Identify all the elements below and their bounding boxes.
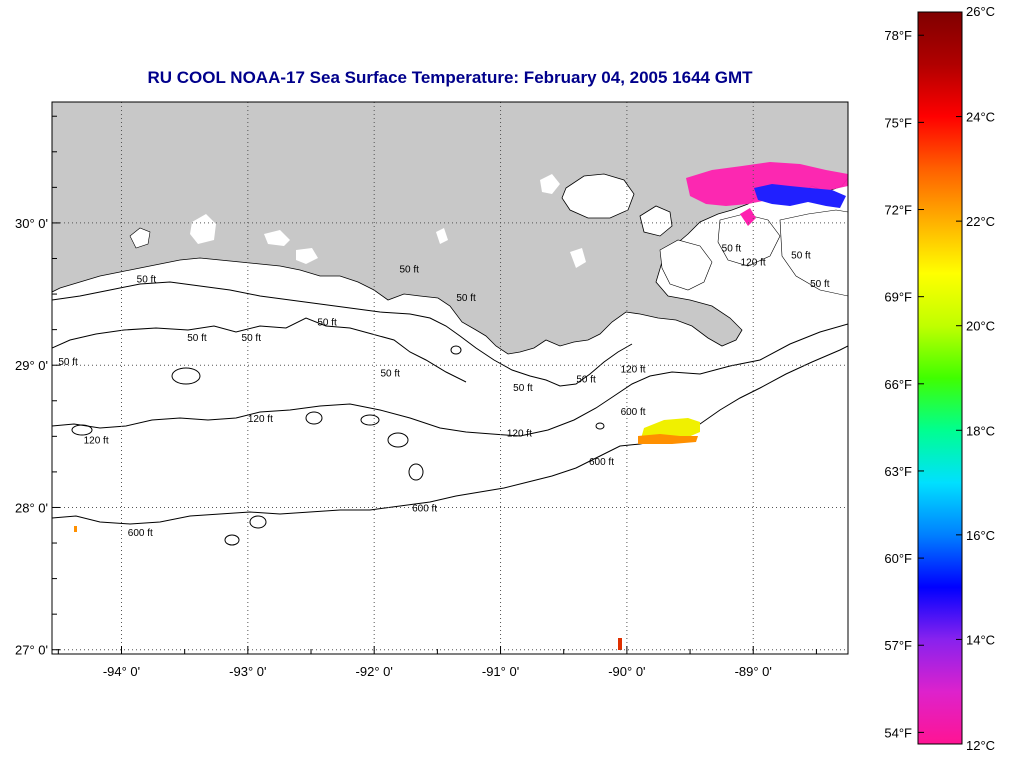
contour-label: 600 ft [128,528,153,539]
contour-label: 600 ft [589,457,614,468]
contour-label: 50 ft [137,275,157,286]
contour-120ft [52,323,848,437]
colorbar-label-celsius: 20°C [966,319,995,334]
colorbar-labels: 26°C 24°C 22°C 20°C 18°C 16°C 14°C 12°C 78°F 75°F… [884,4,995,753]
axis-labels: -94° 0' -93° 0' -92° 0' -91° 0' -90° 0' -89° … [15,216,772,679]
colorbar-label-fahrenheit: 54°F [884,725,912,740]
contour-label: 50 ft [58,357,78,368]
delta-marsh [659,239,713,291]
depth-contours [52,281,848,546]
colorbar-label-fahrenheit: 75°F [884,115,912,130]
colorbar-label-fahrenheit: 63°F [884,464,912,479]
contour-closed-9 [71,424,93,436]
colorbar-label-fahrenheit: 66°F [884,377,912,392]
lon-tick-label: -92° 0' [356,664,393,679]
lat-tick-label: 29° 0' [15,358,48,373]
sound-east [779,209,848,297]
map-title: RU COOL NOAA-17 Sea Surface Temperature:… [147,68,753,87]
colorbar-label-fahrenheit: 78°F [884,28,912,43]
contour-label: 50 ft [576,374,596,385]
contour-closed-6 [224,534,240,546]
contour-label: 50 ft [810,279,830,290]
lake-misc-5 [436,228,448,244]
lon-tick-label: -94° 0' [103,664,140,679]
contour-600ft [52,345,848,525]
contour-label: 600 ft [412,504,437,515]
sst-patch-blue [754,184,846,208]
colorbar-label-fahrenheit: 60°F [884,551,912,566]
contour-closed-3 [408,463,424,481]
contour-closed-4 [305,411,323,425]
lake-misc-4 [570,248,586,268]
contour-label: 50 ft [513,383,533,394]
contour-label: 120 ft [621,364,646,375]
contour-label: 120 ft [741,258,766,269]
lake-misc-1 [264,230,290,246]
bay-west [129,227,151,249]
colorbar-label-celsius: 24°C [966,110,995,125]
contour-label: 120 ft [507,428,532,439]
contour-label: 50 ft [317,317,337,328]
lon-tick-label: -90° 0' [608,664,645,679]
sst-patch-pink-small [740,208,756,226]
colorbar-label-celsius: 18°C [966,423,995,438]
lat-tick-label: 28° 0' [15,500,48,515]
grand-lake [190,214,216,244]
lake-borgne [639,205,673,237]
contour-50ft [52,281,633,387]
contour-label: 120 ft [84,435,109,446]
colorbar-label-celsius: 16°C [966,528,995,543]
contour-closed-1 [171,367,201,385]
contour-closed-5 [249,515,267,529]
map-frame [51,101,849,655]
colorbar-label-fahrenheit: 72°F [884,203,912,218]
contour-closed-8 [450,345,462,355]
contour-label: 50 ft [399,265,419,276]
lon-tick-label: -91° 0' [482,664,519,679]
contour-label: 50 ft [791,250,811,261]
colorbar [917,11,963,745]
colorbar-label-celsius: 22°C [966,214,995,229]
colorbar-label-celsius: 12°C [966,738,995,753]
contour-label: 600 ft [621,407,646,418]
contour-label: 50 ft [456,293,476,304]
colorbar-label-celsius: 14°C [966,632,995,647]
sst-patch-dot [74,526,77,532]
contour-label: 50 ft [187,333,207,344]
lat-tick-label: 30° 0' [15,216,48,231]
axis-ticks [52,115,817,654]
colorbar-label-fahrenheit: 57°F [884,638,912,653]
lon-tick-label: -93° 0' [229,664,266,679]
contour-label: 120 ft [248,414,273,425]
lake-pontchartrain [561,173,635,219]
sst-data [74,162,848,650]
contour-closed-7 [595,422,605,430]
lat-tick-label: 27° 0' [15,643,48,658]
lake-misc-2 [296,248,318,264]
land-mass [52,102,848,355]
contour-label: 50 ft [381,369,401,380]
contour-label: 50 ft [242,333,262,344]
contour-closed-2 [387,432,409,448]
sst-patch-red [618,638,622,650]
sst-patch-orange [638,434,698,444]
contour-label-group: 50 ft 50 ft 50 ft 50 ft 50 ft 50 ft 50 ft 50 ft… [58,243,829,539]
lon-tick-label: -89° 0' [735,664,772,679]
map-plot-area: 50 ft 50 ft 50 ft 50 ft 50 ft 50 ft 50 ft 50 ft… [52,102,848,654]
sst-patch-pink [686,162,848,206]
contour-50ft-inner [52,317,467,383]
contour-label: 50 ft [722,243,742,254]
colorbar-label-celsius: 26°C [966,4,995,19]
contour-closed-10 [360,414,380,426]
colorbar-label-fahrenheit: 69°F [884,290,912,305]
lake-misc-3 [540,174,560,194]
